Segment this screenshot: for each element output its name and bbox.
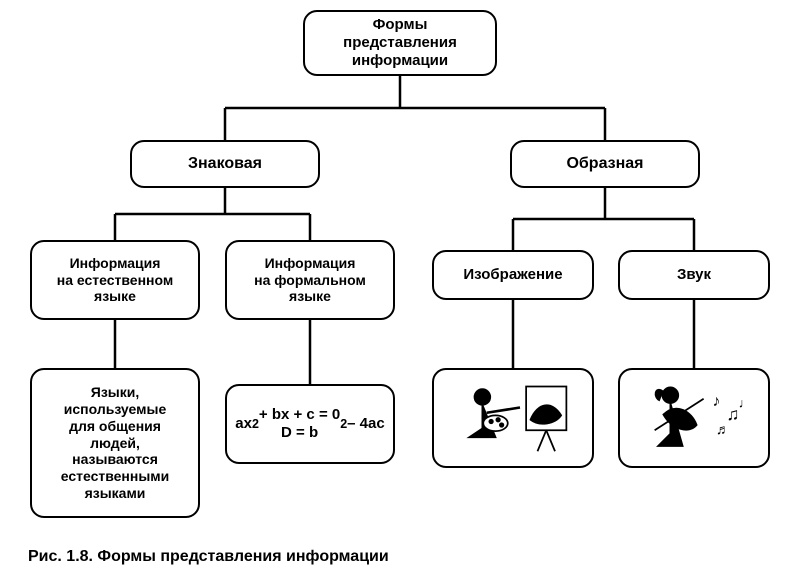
node-figura: Образная — [510, 140, 700, 188]
node-leaf3 — [432, 368, 594, 468]
node-sign: Знаковая — [130, 140, 320, 188]
node-leaf2: ax2 + bx + c = 0D = b2– 4ac — [225, 384, 395, 464]
node-leaf4: ♪ ♫ ♬ ♩ — [618, 368, 770, 468]
figure-caption: Рис. 1.8. Формы представления информации — [28, 548, 389, 566]
violinist-icon: ♪ ♫ ♬ ♩ — [628, 376, 760, 460]
diagram-canvas: Формы представления информации Знаковая Об… — [0, 0, 800, 585]
node-formlang: Информация на формальном языке — [225, 240, 395, 320]
svg-text:♩: ♩ — [739, 396, 752, 411]
node-image: Изображение — [432, 250, 594, 300]
node-root: Формы представления информации — [303, 10, 497, 76]
node-leaf1: Языки, используемые для общения людей, н… — [30, 368, 200, 518]
painter-icon — [442, 376, 584, 460]
node-natlang: Информация на естественном языке — [30, 240, 200, 320]
node-sound: Звук — [618, 250, 770, 300]
svg-text:♬: ♬ — [716, 421, 730, 437]
svg-text:♪: ♪ — [712, 393, 720, 410]
